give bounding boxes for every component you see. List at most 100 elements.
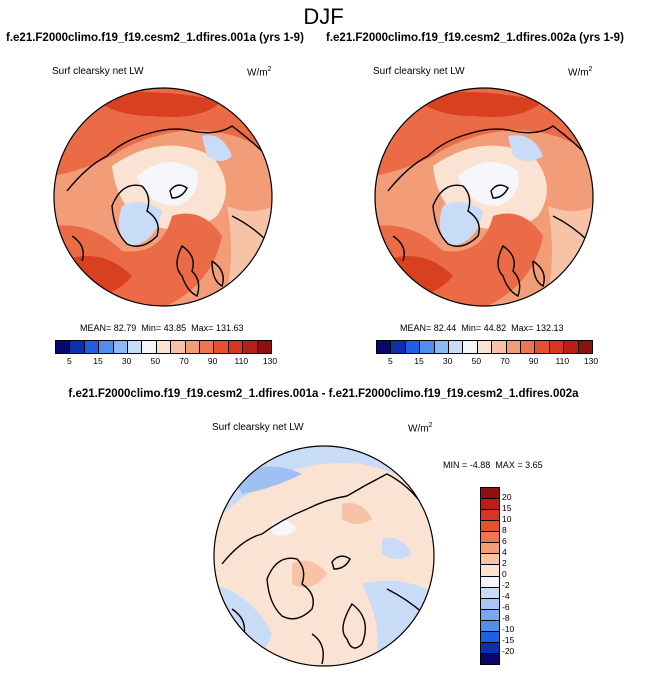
right-colorbar-tick-label: 15 [414,356,424,366]
left-colorbar-tick-label: 50 [150,356,161,366]
diff-colorbar-ticks: 20 15 10 8 6 4 2 0 -2 -4 -6 -8 -10 -15 -20 [502,487,532,663]
diff-colorbar-tick-label: -4 [502,591,510,601]
right-colorbar-swatch [492,341,507,353]
left-colorbar-tick-label: 30 [121,356,132,366]
diff-colorbar-swatch [481,642,499,654]
diff-colorbar-swatch [481,631,499,643]
left-case-title: f.e21.F2000climo.f19_f19.cesm2_1.dfires.… [6,32,304,44]
left-colorbar-swatch [200,341,215,353]
left-colorbar-swatch [113,341,129,353]
diff-colorbar-swatch [481,565,499,577]
right-polar-map [374,87,594,307]
diff-colorbar-swatch [481,488,499,500]
diff-colorbar-swatch [481,543,499,555]
right-colorbar-swatch [434,341,450,353]
left-colorbar-tick-label: 110 [234,356,249,366]
right-colorbar-swatch [477,341,493,353]
diff-colorbar-swatch [481,510,499,522]
diff-colorbar-tick-label: 6 [502,536,507,546]
diff-colorbar-swatch [481,499,499,511]
diff-map-north-peach [342,503,372,524]
right-colorbar-swatch [535,341,550,353]
right-colorbar-swatch [377,341,392,353]
right-colorbar-tick-label: 50 [471,356,482,366]
left-colorbar-tick-label: 130 [262,356,278,366]
left-colorbar-swatch [142,341,157,353]
diff-colorbar-swatch [481,620,499,632]
left-colorbar-swatch [99,341,114,353]
diff-colorbar-swatch [481,532,499,544]
right-stats: MEAN= 82.44 Min= 44.82 Max= 132.13 [400,323,564,333]
right-colorbar-tick-label: 90 [528,356,539,366]
diff-colorbar-swatch [481,609,499,621]
left-colorbar [55,340,272,354]
left-colorbar-swatch [56,341,71,353]
diff-colorbar-swatch [481,653,499,664]
left-map-coastlines [66,125,268,297]
right-case-title: f.e21.F2000climo.f19_f19.cesm2_1.dfires.… [326,32,624,44]
diff-colorbar-tick-label: -6 [502,602,510,612]
right-colorbar-swatch [564,341,579,353]
right-map-coastlines [387,125,589,297]
left-polar-map [53,87,273,307]
diff-map-east-blue [382,538,412,559]
right-map-central-white [458,162,519,206]
right-colorbar-swatch [405,341,421,353]
diff-colorbar-tick-label: -2 [502,580,510,590]
left-colorbar-swatch [185,341,201,353]
left-colorbar-swatch [214,341,229,353]
right-colorbar-tick-label: 70 [500,356,510,366]
diff-colorbar-tick-label: 20 [502,492,512,502]
right-map-small-blue [508,135,543,161]
diff-colorbar [480,487,500,665]
right-colorbar-swatch [578,341,593,353]
left-colorbar-swatch [70,341,85,353]
right-colorbar-tick-label: 30 [442,356,453,366]
diff-colorbar-swatch [481,554,499,566]
left-colorbar-tick-label: 70 [179,356,189,366]
diff-polar-map [213,445,435,667]
left-colorbar-swatch [128,341,143,353]
right-map-greenland-blue [439,202,483,246]
left-map-central-white [137,162,198,206]
right-units-label: W/m2 [568,66,593,79]
diff-colorbar-swatch [481,598,499,610]
left-colorbar-ticks: 5 15 30 50 70 90 110 130 [55,356,277,368]
left-colorbar-tick-label: 5 [66,356,72,366]
left-variable-label: Surf clearsky net LW [52,66,144,77]
diff-map-center-peach [292,560,327,588]
left-colorbar-tick-label: 90 [207,356,218,366]
left-colorbar-swatch [228,341,244,353]
right-map-arctic-rim-warm [375,88,593,176]
left-stats: MEAN= 82.79 Min= 43.85 Max= 131.63 [80,323,244,333]
right-colorbar-swatch [420,341,435,353]
diff-stats: MIN = -4.88 MAX = 3.65 [443,460,543,470]
diff-colorbar-tick-label: -10 [502,624,515,634]
left-colorbar-tick-label: 15 [93,356,103,366]
left-map-small-blue [202,135,232,161]
right-colorbar-swatch [391,341,406,353]
diff-case-title: f.e21.F2000climo.f19_f19.cesm2_1.dfires.… [68,388,579,400]
diff-colorbar-tick-label: 8 [502,525,507,535]
left-colorbar-swatch [257,341,272,353]
left-map-greenland-blue [118,202,162,246]
diff-colorbar-tick-label: 4 [502,547,507,557]
left-colorbar-swatch [84,341,100,353]
diff-colorbar-swatch [481,587,499,599]
right-colorbar-swatch [521,341,536,353]
diff-colorbar-tick-label: 2 [502,558,507,568]
figure-title: DJF [303,4,344,29]
left-map-arctic-rim-warm [54,88,272,176]
right-colorbar-swatch [506,341,522,353]
left-colorbar-swatch [243,341,258,353]
right-colorbar-tick-label: 130 [583,356,599,366]
right-colorbar-ticks: 5 15 30 50 70 90 110 130 [376,356,598,368]
right-colorbar-swatch [549,341,565,353]
right-variable-label: Surf clearsky net LW [373,66,465,77]
diff-colorbar-tick-label: 0 [502,569,507,579]
right-colorbar-tick-label: 5 [387,356,393,366]
diff-map-north-blue [214,446,434,524]
diff-colorbar-swatch [481,576,499,588]
diff-colorbar-tick-label: -20 [502,646,515,656]
diff-units-label: W/m2 [408,422,433,435]
